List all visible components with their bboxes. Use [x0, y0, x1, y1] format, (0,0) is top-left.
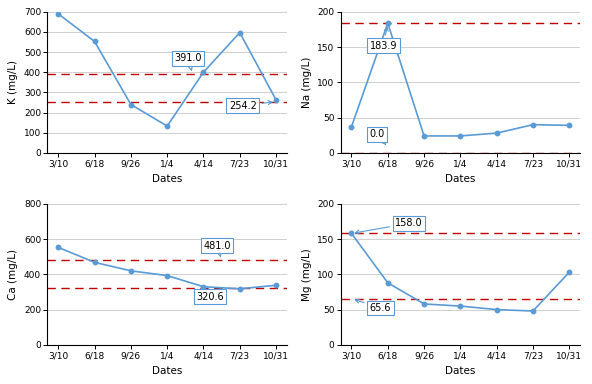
Text: 158.0: 158.0 [355, 218, 423, 234]
Y-axis label: Mg (mg/L): Mg (mg/L) [301, 248, 311, 301]
Y-axis label: Ca (mg/L): Ca (mg/L) [8, 249, 18, 300]
X-axis label: Dates: Dates [152, 366, 182, 376]
Text: 320.6: 320.6 [196, 289, 224, 302]
Text: 391.0: 391.0 [175, 53, 202, 70]
X-axis label: Dates: Dates [152, 174, 182, 184]
Text: 254.2: 254.2 [229, 101, 272, 111]
Text: 65.6: 65.6 [355, 299, 391, 313]
Y-axis label: K (mg/L): K (mg/L) [8, 60, 18, 104]
Text: 0.0: 0.0 [369, 129, 385, 144]
X-axis label: Dates: Dates [445, 174, 475, 184]
Y-axis label: Na (mg/L): Na (mg/L) [301, 57, 311, 108]
Text: 481.0: 481.0 [204, 241, 231, 257]
Text: 183.9: 183.9 [369, 27, 397, 51]
X-axis label: Dates: Dates [445, 366, 475, 376]
